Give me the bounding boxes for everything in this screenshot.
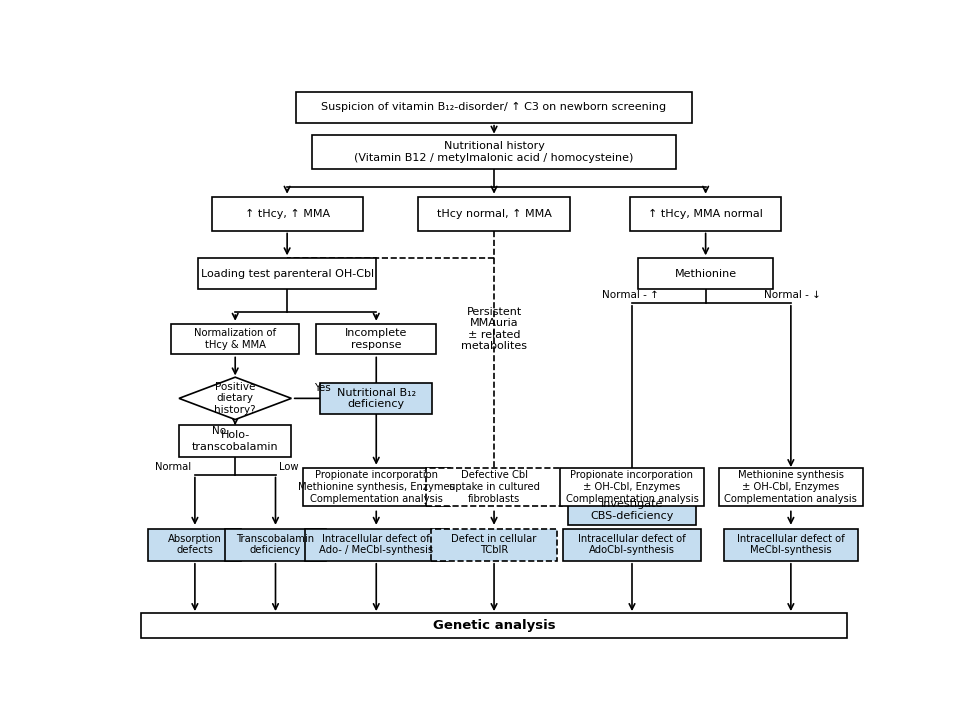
FancyBboxPatch shape bbox=[211, 197, 362, 231]
Text: Positive
dietary
history?: Positive dietary history? bbox=[214, 382, 256, 415]
FancyBboxPatch shape bbox=[303, 468, 450, 506]
Text: Intracellular defect of
Ado- / MeCbl-synthesis: Intracellular defect of Ado- / MeCbl-syn… bbox=[319, 534, 433, 555]
Text: Methionine: Methionine bbox=[675, 269, 736, 278]
Text: tHcy normal, ↑ MMA: tHcy normal, ↑ MMA bbox=[437, 208, 551, 218]
Text: Loading test parenteral OH-Cbl: Loading test parenteral OH-Cbl bbox=[201, 269, 374, 278]
Text: ↑ tHcy, MMA normal: ↑ tHcy, MMA normal bbox=[648, 208, 763, 218]
Text: Transcobalamin
deficiency: Transcobalamin deficiency bbox=[236, 534, 314, 555]
FancyBboxPatch shape bbox=[179, 425, 291, 457]
FancyBboxPatch shape bbox=[142, 613, 846, 638]
Text: Investigate
CBS-deficiency: Investigate CBS-deficiency bbox=[590, 499, 674, 521]
FancyBboxPatch shape bbox=[426, 468, 562, 506]
Text: Nutritional history
(Vitamin B12 / metylmalonic acid / homocysteine): Nutritional history (Vitamin B12 / metyl… bbox=[355, 141, 633, 163]
FancyBboxPatch shape bbox=[630, 197, 781, 231]
Text: Holo-
transcobalamin: Holo- transcobalamin bbox=[192, 430, 279, 451]
Text: Methionine synthesis
± OH-Cbl, Enzymes
Complementation analysis: Methionine synthesis ± OH-Cbl, Enzymes C… bbox=[724, 470, 857, 503]
Text: Yes: Yes bbox=[314, 383, 331, 393]
FancyBboxPatch shape bbox=[305, 528, 448, 561]
FancyBboxPatch shape bbox=[638, 258, 773, 289]
Text: Incomplete
response: Incomplete response bbox=[345, 328, 408, 350]
Text: Suspicion of vitamin B₁₂-disorder/ ↑ C3 on newborn screening: Suspicion of vitamin B₁₂-disorder/ ↑ C3 … bbox=[321, 102, 667, 112]
Text: Normal: Normal bbox=[155, 462, 191, 472]
Text: Defect in cellular
TCbIR: Defect in cellular TCbIR bbox=[451, 534, 537, 555]
Text: Propionate incorporation
± OH-Cbl, Enzymes
Complementation analysis: Propionate incorporation ± OH-Cbl, Enzym… bbox=[566, 470, 699, 503]
FancyBboxPatch shape bbox=[148, 528, 241, 561]
Text: Intracellular defect of
AdoCbl-synthesis: Intracellular defect of AdoCbl-synthesis bbox=[578, 534, 685, 555]
Text: No: No bbox=[212, 425, 226, 435]
Text: ↑ tHcy, ↑ MMA: ↑ tHcy, ↑ MMA bbox=[245, 208, 330, 218]
FancyBboxPatch shape bbox=[431, 528, 557, 561]
Text: Genetic analysis: Genetic analysis bbox=[433, 619, 555, 632]
FancyBboxPatch shape bbox=[316, 324, 437, 355]
Text: Low: Low bbox=[280, 462, 299, 472]
FancyBboxPatch shape bbox=[724, 528, 858, 561]
Text: Intracellular defect of
MeCbl-synthesis: Intracellular defect of MeCbl-synthesis bbox=[737, 534, 844, 555]
Text: Propionate incorporation
Methionine synthesis, Enzymes
Complementation analysis: Propionate incorporation Methionine synt… bbox=[298, 470, 455, 503]
FancyBboxPatch shape bbox=[320, 383, 433, 414]
FancyBboxPatch shape bbox=[312, 135, 676, 169]
Polygon shape bbox=[179, 377, 291, 420]
FancyBboxPatch shape bbox=[198, 258, 376, 289]
Text: Absorption
defects: Absorption defects bbox=[168, 534, 222, 555]
FancyBboxPatch shape bbox=[226, 528, 326, 561]
Text: Defective Cbl
uptake in cultured
fibroblasts: Defective Cbl uptake in cultured fibrobl… bbox=[448, 470, 540, 503]
FancyBboxPatch shape bbox=[568, 495, 696, 526]
Text: Nutritional B₁₂
deficiency: Nutritional B₁₂ deficiency bbox=[336, 388, 415, 410]
Text: Normalization of
tHcy & MMA: Normalization of tHcy & MMA bbox=[194, 328, 277, 350]
Text: Normal - ↓: Normal - ↓ bbox=[764, 290, 821, 300]
FancyBboxPatch shape bbox=[719, 468, 863, 506]
Text: Persistent
MMAuria
± related
metabolites: Persistent MMAuria ± related metabolites bbox=[461, 306, 527, 351]
Text: Normal - ↑: Normal - ↑ bbox=[602, 290, 658, 300]
FancyBboxPatch shape bbox=[296, 92, 692, 123]
FancyBboxPatch shape bbox=[418, 197, 570, 231]
FancyBboxPatch shape bbox=[172, 324, 299, 355]
FancyBboxPatch shape bbox=[560, 468, 704, 506]
FancyBboxPatch shape bbox=[563, 528, 701, 561]
